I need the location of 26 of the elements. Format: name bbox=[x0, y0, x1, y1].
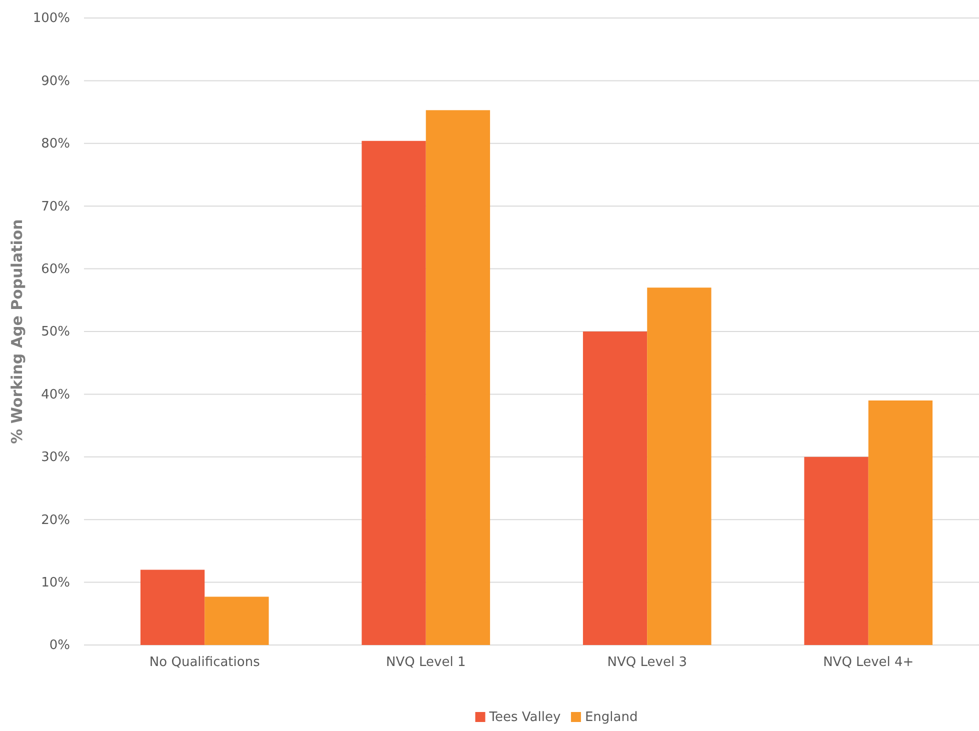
bar bbox=[362, 140, 426, 645]
y-axis-title: % Working Age Population bbox=[8, 219, 26, 444]
x-tick-label: NVQ Level 4+ bbox=[823, 655, 914, 670]
legend-label: England bbox=[584, 710, 638, 725]
bar bbox=[647, 288, 712, 645]
bar bbox=[140, 570, 205, 645]
y-tick-label: 90% bbox=[41, 74, 70, 89]
y-tick-label: 60% bbox=[41, 262, 70, 277]
y-tick-label: 40% bbox=[41, 387, 70, 402]
x-tick-label: NVQ Level 3 bbox=[607, 655, 687, 670]
bar bbox=[804, 456, 868, 645]
bar bbox=[582, 332, 648, 645]
x-tick-label: No Qualifications bbox=[149, 655, 260, 670]
bar bbox=[426, 110, 490, 645]
x-tick-label: NVQ Level 1 bbox=[386, 655, 466, 670]
y-tick-label: 100% bbox=[32, 11, 70, 26]
legend-label: Tees Valley bbox=[488, 710, 561, 725]
y-tick-label: 80% bbox=[41, 136, 70, 152]
y-tick-label: 0% bbox=[49, 638, 70, 654]
y-tick-label: 20% bbox=[41, 512, 70, 528]
y-tick-label: 30% bbox=[41, 450, 70, 466]
bar bbox=[204, 596, 269, 645]
bar bbox=[868, 400, 933, 645]
y-tick-label: 50% bbox=[41, 324, 70, 340]
y-tick-label: 10% bbox=[41, 575, 70, 590]
y-tick-label: 70% bbox=[41, 199, 70, 214]
